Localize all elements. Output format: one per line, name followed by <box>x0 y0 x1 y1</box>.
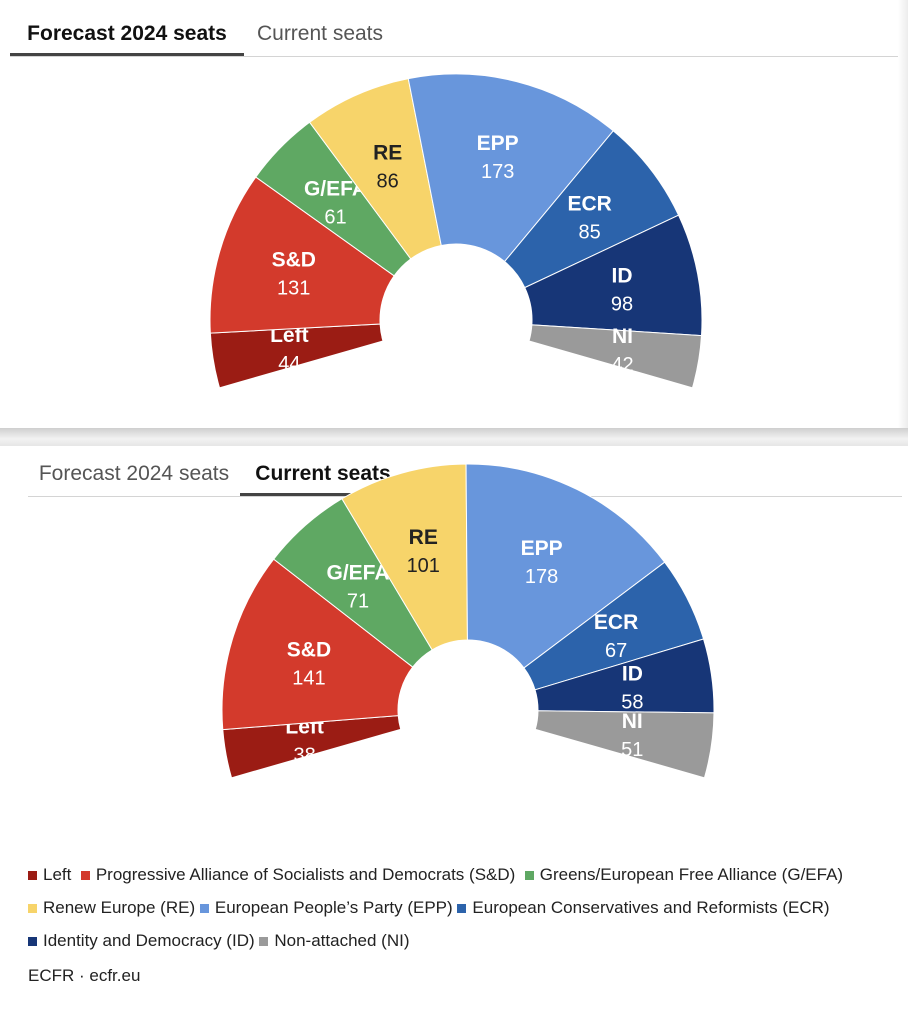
scroll-edge <box>898 0 908 428</box>
legend-label: Identity and Democracy (ID) <box>43 931 255 950</box>
segment-seat-count: 86 <box>377 170 399 192</box>
segment-seat-count: 44 <box>278 353 300 375</box>
segment-party-label: S&D <box>287 639 331 662</box>
current-panel: Forecast 2024 seats Current seats Left 38… <box>0 446 908 1024</box>
legend-item-gefa: Greens/European Free Alliance (G/EFA) <box>524 865 844 884</box>
legend-swatch <box>457 903 467 913</box>
legend-label: Left <box>43 865 72 884</box>
tab-forecast-2024[interactable]: Forecast 2024 seats <box>38 462 230 485</box>
segment-seat-count: 71 <box>347 591 369 613</box>
segment-party-label: NI <box>622 710 643 733</box>
legend-label: Renew Europe (RE) <box>43 898 196 917</box>
tab-current-seats[interactable]: Current seats <box>256 22 384 45</box>
legend-item-epp: European People’s Party (EPP) <box>199 898 453 917</box>
seat-segment-epp[interactable] <box>465 463 666 669</box>
segment-party-label: RE <box>373 141 402 164</box>
legend-swatch <box>199 903 209 913</box>
legend-label: Progressive Alliance of Socialists and D… <box>95 865 516 884</box>
segment-party-label: G/EFA <box>327 562 390 585</box>
forecast-tab-bar: Forecast 2024 seats Current seats <box>10 12 902 57</box>
segment-party-label: EPP <box>477 132 519 155</box>
segment-party-label: ID <box>622 663 643 686</box>
segment-seat-count: 58 <box>621 692 643 714</box>
segment-seat-count: 42 <box>611 354 633 376</box>
segment-seat-count: 101 <box>407 555 440 577</box>
forecast-seats-chart: Left44S&D131G/EFA61RE86EPP173ECR85ID98NI… <box>209 73 703 389</box>
seat-segment-ni[interactable] <box>534 710 715 779</box>
segment-seat-count: 173 <box>481 161 514 183</box>
chart-legend: Left Progressive Alliance of Socialists … <box>28 858 904 957</box>
legend-swatch <box>28 936 37 946</box>
seat-segment-ni[interactable] <box>528 324 703 389</box>
seat-segment-sd[interactable] <box>209 176 395 334</box>
segment-seat-count: 38 <box>294 745 316 767</box>
seat-segment-epp[interactable] <box>407 73 615 263</box>
segment-seat-count: 51 <box>621 739 643 761</box>
legend-item-left: Left <box>28 865 71 884</box>
forecast-panel: Forecast 2024 seats Current seats Left 44… <box>0 0 908 428</box>
legend-swatch <box>28 903 37 913</box>
segment-party-label: G/EFA <box>304 178 367 201</box>
legend-swatch <box>259 936 269 946</box>
legend-swatch <box>28 870 37 880</box>
legend-label: Non-attached (NI) <box>274 931 410 950</box>
tab-forecast-2024[interactable]: Forecast 2024 seats <box>10 12 244 56</box>
segment-seat-count: 178 <box>525 566 558 588</box>
legend-item-ecr: European Conservatives and Reformists (E… <box>457 898 830 917</box>
legend-item-id: Identity and Democracy (ID) <box>28 931 255 950</box>
legend-label: Greens/European Free Alliance (G/EFA) <box>539 865 844 884</box>
segment-seat-count: 61 <box>324 207 346 229</box>
current-seats-chart: Left38S&D141G/EFA71RE101EPP178ECR67ID58N… <box>221 463 715 779</box>
segment-party-label: ECR <box>594 611 638 634</box>
segment-party-label: NI <box>612 325 633 348</box>
legend-item-ni: Non-attached (NI) <box>259 931 410 950</box>
screenshot-divider <box>0 428 908 446</box>
legend-swatch <box>524 870 534 880</box>
source-credit: ECFR · ecfr.eu <box>28 966 141 985</box>
segment-party-label: S&D <box>272 249 316 272</box>
seat-segment-sd[interactable] <box>221 558 414 731</box>
segment-seat-count: 67 <box>605 640 627 662</box>
legend-swatch <box>80 870 90 880</box>
legend-item-re: Renew Europe (RE) <box>28 898 195 917</box>
segment-seat-count: 98 <box>611 293 633 315</box>
segment-seat-count: 85 <box>579 222 601 244</box>
segment-party-label: ID <box>612 264 633 287</box>
legend-label: European People’s Party (EPP) <box>214 898 453 917</box>
segment-party-label: EPP <box>521 537 563 560</box>
segment-party-label: RE <box>409 526 438 549</box>
legend-item-sd: Progressive Alliance of Socialists and D… <box>80 865 516 884</box>
legend-label: European Conservatives and Reformists (E… <box>472 898 830 917</box>
segment-seat-count: 131 <box>277 278 310 300</box>
segment-party-label: ECR <box>567 193 611 216</box>
segment-seat-count: 141 <box>292 668 325 690</box>
tab-current-seats[interactable]: Current seats <box>240 452 406 496</box>
